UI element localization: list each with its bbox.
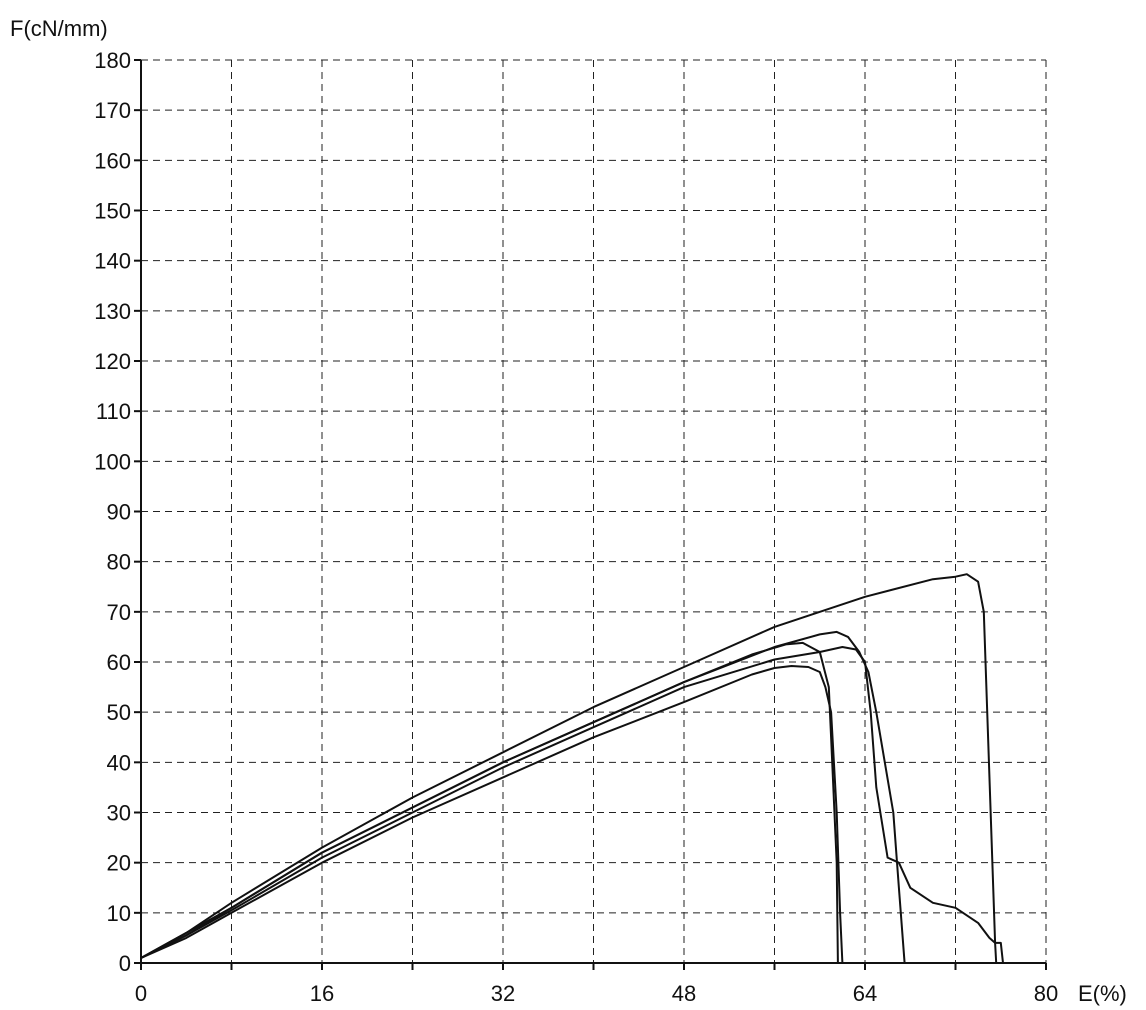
x-tick-label: 48	[672, 981, 696, 1006]
x-tick-label: 32	[491, 981, 515, 1006]
y-tick-label: 160	[94, 148, 131, 173]
y-tick-label: 140	[94, 249, 131, 274]
y-tick-label: 90	[107, 500, 131, 525]
series-lines	[140, 573, 1004, 964]
x-tick-label: 16	[310, 981, 334, 1006]
series-line-5	[140, 665, 844, 964]
y-tick-label: 100	[94, 449, 131, 474]
y-tick-label: 50	[107, 700, 131, 725]
x-axis-label: E(%)	[1078, 981, 1127, 1006]
y-tick-label: 20	[107, 851, 131, 876]
y-tick-label: 170	[94, 98, 131, 123]
y-tick-label: 10	[107, 901, 131, 926]
x-tick-label: 0	[135, 981, 147, 1006]
y-axis-label: F(cN/mm)	[10, 16, 108, 41]
x-tick-label: 80	[1034, 981, 1058, 1006]
y-tick-label: 60	[107, 650, 131, 675]
y-tick-label: 0	[119, 951, 131, 976]
y-tick-label: 80	[107, 550, 131, 575]
series-line-2	[140, 630, 906, 964]
y-tick-label: 70	[107, 600, 131, 625]
y-tick-label: 40	[107, 750, 131, 775]
y-tick-label: 150	[94, 199, 131, 224]
series-line-3	[140, 646, 998, 964]
y-tick-label: 130	[94, 299, 131, 324]
grid	[141, 59, 1047, 963]
axes	[134, 59, 1047, 970]
series-line-1	[140, 573, 1004, 964]
tick-labels: 0102030405060708090100110120130140150160…	[94, 48, 1058, 1006]
y-tick-label: 30	[107, 801, 131, 826]
y-tick-label: 180	[94, 48, 131, 73]
x-tick-label: 64	[853, 981, 877, 1006]
y-tick-label: 110	[96, 399, 131, 424]
y-tick-label: 120	[94, 349, 131, 374]
series-line-4	[140, 641, 839, 964]
